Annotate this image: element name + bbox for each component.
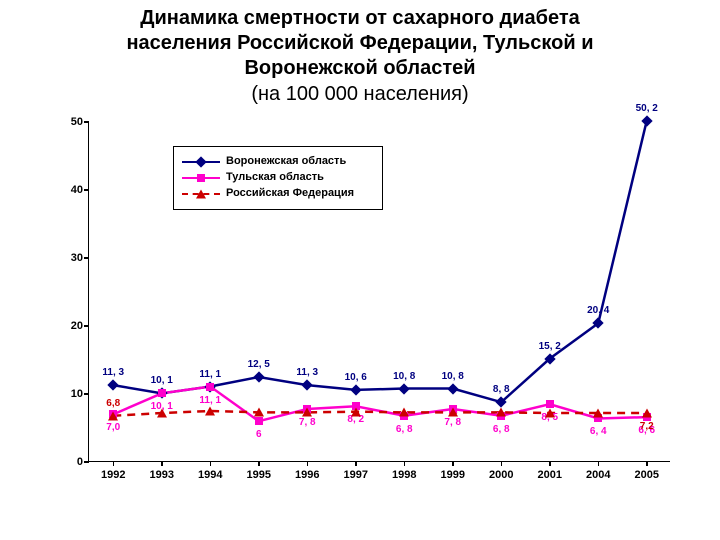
data-label: 7, 8 — [299, 417, 316, 428]
x-axis-label: 1999 — [441, 469, 465, 481]
series-2-marker — [448, 408, 458, 417]
data-label: 10, 8 — [442, 371, 464, 382]
x-axis-label: 1997 — [344, 469, 368, 481]
y-axis-label: 10 — [71, 388, 83, 400]
series-2-marker — [399, 408, 409, 417]
series-2-marker — [254, 408, 264, 417]
y-axis-label: 0 — [77, 456, 83, 468]
title-line-2: населения Российской Федерации, Тульской… — [126, 32, 593, 54]
mortality-line-chart: 0 10 20 30 40 50 1992 1993 1994 1995 1996 1997 1998 1… — [40, 112, 680, 492]
y-axis-label: 20 — [71, 320, 83, 332]
legend-item: Тульская область — [182, 171, 372, 185]
x-axis-label: 1994 — [198, 469, 222, 481]
data-label: 6, 8 — [493, 424, 510, 435]
title-line-3: Воронежской областей — [244, 57, 475, 79]
legend-label: Воронежская область — [226, 155, 346, 168]
series-line-1 — [113, 387, 647, 422]
series-2-marker — [108, 411, 118, 420]
series-2-marker — [351, 407, 361, 416]
x-axis-label: 2001 — [538, 469, 562, 481]
series-line-2 — [113, 411, 647, 416]
data-label: 6, 8 — [396, 424, 413, 435]
chart-legend: Воронежская область Тульская область Росси… — [173, 146, 383, 210]
y-axis-label: 50 — [71, 116, 83, 128]
x-axis-label: 2000 — [489, 469, 513, 481]
legend-label: Тульская область — [226, 171, 324, 184]
x-axis-label: 1995 — [247, 469, 271, 481]
series-1-marker — [158, 389, 166, 397]
x-axis-label: 1992 — [101, 469, 125, 481]
data-label: 8, 8 — [493, 384, 510, 395]
data-label: 11, 3 — [296, 367, 318, 378]
data-label: 10, 8 — [393, 371, 415, 382]
data-label: 7,2 — [640, 421, 654, 432]
series-1-marker — [206, 383, 214, 391]
data-label: 11, 3 — [102, 367, 124, 378]
series-2-marker — [593, 409, 603, 418]
data-label: 10, 6 — [345, 372, 367, 383]
series-2-marker — [642, 409, 652, 418]
data-label: 11, 1 — [199, 369, 221, 380]
plot-area: 0102030405019921993199419951996199719981… — [88, 122, 670, 462]
x-axis-label: 1993 — [150, 469, 174, 481]
chart-subtitle: (на 100 000 населения) — [0, 83, 720, 112]
data-label: 7, 8 — [444, 417, 461, 428]
data-label: 15, 2 — [539, 341, 561, 352]
data-label: 50, 2 — [636, 103, 658, 114]
data-label: 10, 1 — [151, 375, 173, 386]
series-2-marker — [496, 408, 506, 417]
y-axis-label: 30 — [71, 252, 83, 264]
x-axis-label: 1996 — [295, 469, 319, 481]
data-label: 6,8 — [106, 398, 120, 409]
series-2-marker — [302, 408, 312, 417]
data-label: 11, 1 — [199, 395, 221, 406]
legend-item: Воронежская область — [182, 155, 372, 169]
chart-title: Динамика смертности от сахарного диабета… — [0, 0, 720, 83]
data-label: 12, 5 — [248, 359, 270, 370]
x-axis-label: 2005 — [635, 469, 659, 481]
title-line-1: Динамика смертности от сахарного диабета — [140, 7, 580, 29]
series-1-marker — [546, 400, 554, 408]
x-axis-label: 1998 — [392, 469, 416, 481]
data-label: 20, 4 — [587, 305, 609, 316]
series-2-marker — [205, 407, 215, 416]
data-label: 7,0 — [106, 422, 120, 433]
data-label: 6 — [256, 429, 262, 440]
data-label: 6, 4 — [590, 426, 607, 437]
legend-label: Российская Федерация — [226, 187, 354, 200]
x-axis-label: 2004 — [586, 469, 610, 481]
legend-item: Российская Федерация — [182, 187, 372, 201]
series-2-marker — [157, 409, 167, 418]
y-axis-label: 40 — [71, 184, 83, 196]
series-1-marker — [255, 417, 263, 425]
series-2-marker — [545, 409, 555, 418]
